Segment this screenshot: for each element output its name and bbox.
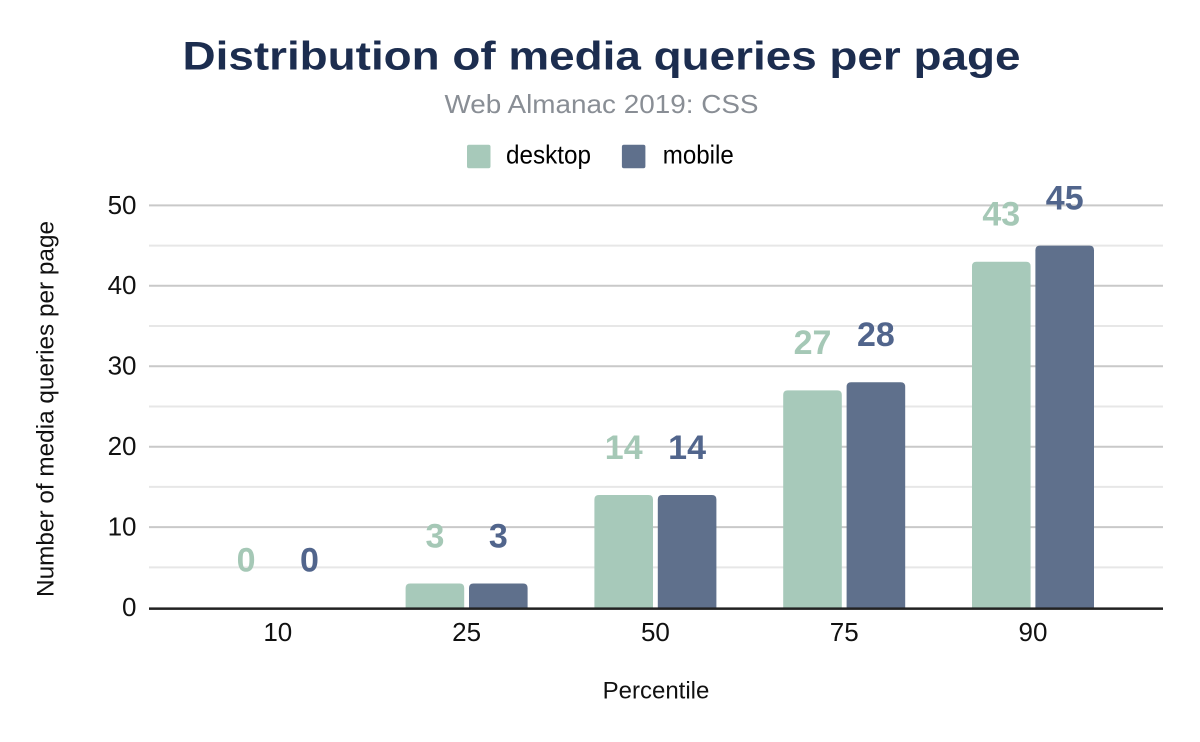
svg-text:20: 20 (108, 431, 137, 461)
svg-text:27: 27 (794, 324, 832, 362)
svg-text:43: 43 (982, 196, 1020, 234)
svg-text:50: 50 (108, 190, 137, 220)
svg-text:Percentile: Percentile (603, 678, 710, 705)
svg-text:45: 45 (1046, 179, 1084, 217)
svg-text:10: 10 (263, 617, 292, 647)
svg-text:25: 25 (452, 617, 481, 647)
svg-text:75: 75 (830, 617, 859, 647)
svg-text:0: 0 (237, 541, 256, 579)
svg-text:mobile: mobile (663, 140, 734, 170)
svg-text:3: 3 (489, 517, 508, 555)
svg-text:Number of media queries per pa: Number of media queries per page (33, 221, 60, 597)
svg-text:Web Almanac 2019: CSS: Web Almanac 2019: CSS (445, 89, 759, 119)
svg-text:10: 10 (108, 512, 137, 542)
svg-text:14: 14 (668, 429, 706, 467)
svg-text:desktop: desktop (506, 140, 591, 170)
svg-text:0: 0 (300, 541, 319, 579)
svg-text:0: 0 (122, 592, 136, 622)
svg-text:90: 90 (1019, 617, 1048, 647)
svg-text:30: 30 (108, 351, 137, 381)
svg-text:3: 3 (425, 517, 444, 555)
svg-text:50: 50 (641, 617, 670, 647)
svg-text:Distribution of media queries: Distribution of media queries per page (183, 35, 1021, 79)
svg-text:28: 28 (857, 316, 895, 354)
svg-text:40: 40 (108, 270, 137, 300)
svg-text:14: 14 (605, 429, 643, 467)
